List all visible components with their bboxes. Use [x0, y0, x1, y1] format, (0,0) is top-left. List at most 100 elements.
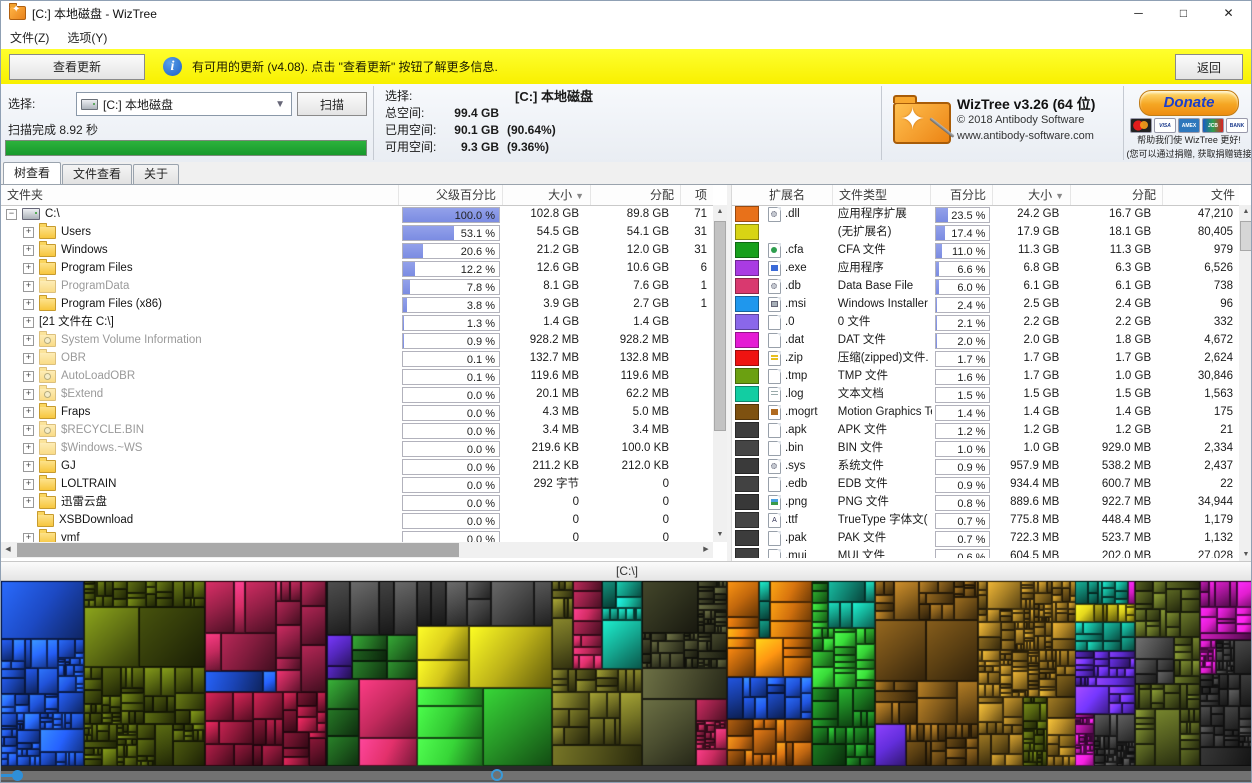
tree-row[interactable]: + $Extend 0.0 % 20.1 MB 62.2 MB [1, 385, 713, 403]
expand-icon[interactable]: + [23, 442, 34, 454]
ext-row[interactable]: .log 文本文档 1.5 % 1.5 GB 1.5 GB 1,563 [732, 385, 1239, 403]
ext-row[interactable]: A .ttf TrueType 字体文(0.7 % 775.8 MB 448.4 MB 1… [732, 511, 1239, 529]
tree-row[interactable]: XSBDownload 0.0 % 0 0 [1, 511, 713, 529]
expand-icon[interactable]: + [23, 496, 34, 508]
expand-icon[interactable]: + [23, 226, 34, 238]
tree-hscrollbar[interactable]: ◀ ▶ [1, 542, 713, 558]
ext-row[interactable]: .pak PAK 文件 0.7 % 722.3 MB 523.7 MB 1,132 [732, 529, 1239, 547]
ext-row[interactable]: .tmp TMP 文件 1.6 % 1.7 GB 1.0 GB 30,846 [732, 367, 1239, 385]
tree-row[interactable]: + [21 文件在 C:\] 1.3 % 1.4 GB 1.4 GB [1, 313, 713, 331]
col-size[interactable]: 大小 ▼ [503, 185, 591, 205]
app-website[interactable]: www.antibody-software.com [957, 130, 1094, 142]
folder-name: XSBDownload [59, 514, 134, 526]
scroll-up-icon[interactable]: ▲ [1239, 205, 1251, 219]
ext-row[interactable]: .dat DAT 文件 2.0 % 2.0 GB 1.8 GB 4,672 [732, 331, 1239, 349]
tree-row[interactable]: + 迅雷云盘 0.0 % 0 0 [1, 493, 713, 511]
ext-vscrollbar[interactable]: ▲ ▼ [1239, 205, 1251, 562]
tree-vscrollbar[interactable]: ▲ ▼ [713, 205, 727, 542]
menu-options[interactable]: 选项(Y) [67, 30, 108, 45]
expand-icon[interactable]: + [23, 298, 34, 310]
ext-row[interactable]: .msi Windows Installer 2.4 % 2.5 GB 2.4 GB 96 [732, 295, 1239, 313]
tab-about[interactable]: 关于 [133, 164, 180, 184]
check-update-button[interactable]: 查看更新 [9, 53, 145, 80]
expand-icon[interactable]: + [23, 406, 34, 418]
ext-row[interactable]: .exe 应用程序 6.6 % 6.8 GB 6.3 GB 6,526 [732, 259, 1239, 277]
ext-row[interactable]: .mogrt Motion Graphics Te 1.4 % 1.4 GB 1.4 G… [732, 403, 1239, 421]
ext-row[interactable]: .db Data Base File 6.0 % 6.1 GB 6.1 GB 738 [732, 277, 1239, 295]
tree-row[interactable]: + GJ 0.0 % 211.2 KB 212.0 KB [1, 457, 713, 475]
col-percent[interactable]: 百分比 [931, 185, 993, 205]
tree-row[interactable]: + Program Files 12.2 % 12.6 GB 10.6 GB 6 [1, 259, 713, 277]
tree-row[interactable]: + vmf 0.0 % 0 0 [1, 529, 713, 542]
scan-button[interactable]: 扫描 [297, 92, 367, 116]
scroll-right-icon[interactable]: ▶ [703, 546, 709, 553]
ext-vscroll-thumb[interactable] [1240, 221, 1251, 251]
col-files[interactable]: 文件 [1210, 188, 1235, 202]
player-scrubber-dot[interactable] [12, 770, 23, 781]
col-filetype[interactable]: 文件类型 [833, 185, 931, 205]
expand-icon[interactable]: + [23, 370, 34, 382]
back-button[interactable]: 返回 [1175, 54, 1243, 80]
ext-row[interactable]: .mui MUI 文件 0.6 % 604.5 MB 202.0 MB 27,028 [732, 547, 1239, 558]
ext-row[interactable]: .edb EDB 文件 0.9 % 934.4 MB 600.7 MB 22 [732, 475, 1239, 493]
menu-file[interactable]: 文件(Z) [10, 30, 50, 45]
ext-row[interactable]: .apk APK 文件 1.2 % 1.2 GB 1.2 GB 21 [732, 421, 1239, 439]
scroll-left-icon[interactable]: ◀ [5, 546, 11, 553]
tree-row[interactable]: + Fraps 0.0 % 4.3 MB 5.0 MB [1, 403, 713, 421]
treemap-canvas[interactable] [1, 581, 1251, 766]
collapse-icon[interactable]: − [6, 208, 17, 220]
expand-icon[interactable]: + [23, 244, 34, 256]
close-button[interactable]: ✕ [1223, 6, 1234, 20]
tree-row[interactable]: + Program Files (x86) 3.8 % 3.9 GB 2.7 GB 1 [1, 295, 713, 313]
ext-row[interactable]: .dll 应用程序扩展 23.5 % 24.2 GB 16.7 GB 47,210 [732, 205, 1239, 223]
tree-row[interactable]: + System Volume Information 0.9 % 928.2 MB 9… [1, 331, 713, 349]
expand-icon[interactable]: + [23, 352, 34, 364]
tree-row[interactable]: + OBR 0.1 % 132.7 MB 132.8 MB [1, 349, 713, 367]
folder-name: Program Files (x86) [61, 298, 162, 310]
ext-row[interactable]: .cfa CFA 文件 11.0 % 11.3 GB 11.3 GB 979 [732, 241, 1239, 259]
ext-row[interactable]: .sys 系统文件 0.9 % 957.9 MB 538.2 MB 2,437 [732, 457, 1239, 475]
tree-row[interactable]: + Users 53.1 % 54.5 GB 54.1 GB 31 [1, 223, 713, 241]
tab-tree-view[interactable]: 树查看 [3, 162, 62, 184]
tree-row[interactable]: + LOLTRAIN 0.0 % 292 字节 0 [1, 475, 713, 493]
maximize-button[interactable]: □ [1179, 6, 1188, 20]
drive-dropdown[interactable]: [C:] 本地磁盘 ▼ [76, 92, 292, 116]
col-parent-percent[interactable]: 父级百分比 [399, 185, 503, 205]
tree-row[interactable]: + ProgramData 7.8 % 8.1 GB 7.6 GB 1 [1, 277, 713, 295]
col-ext-alloc[interactable]: 分配 [1071, 185, 1163, 205]
tree-row[interactable]: + Windows 20.6 % 21.2 GB 12.0 GB 31 [1, 241, 713, 259]
col-items[interactable]: 项 [694, 188, 707, 202]
scroll-down-icon[interactable]: ▼ [713, 528, 727, 542]
tree-row[interactable]: − C:\ 100.0 % 102.8 GB 89.8 GB 71 [1, 205, 713, 223]
ext-row[interactable]: .png PNG 文件 0.8 % 889.6 MB 922.7 MB 34,944 [732, 493, 1239, 511]
donate-panel: Donate VISA AMEX JCB BANK 帮助我们使 WizTree … [1125, 84, 1251, 162]
expand-icon[interactable]: + [23, 424, 34, 436]
tab-file-view[interactable]: 文件查看 [62, 164, 133, 184]
donate-button[interactable]: Donate [1139, 90, 1239, 116]
expand-icon[interactable]: + [23, 280, 34, 292]
ext-row[interactable]: (无扩展名) 17.4 % 17.9 GB 18.1 GB 80,405 [732, 223, 1239, 241]
scroll-up-icon[interactable]: ▲ [713, 205, 727, 219]
expand-icon[interactable]: + [23, 262, 34, 274]
expand-icon[interactable]: + [23, 478, 34, 490]
col-ext-size[interactable]: 大小 ▼ [993, 185, 1071, 205]
expand-icon[interactable]: + [23, 460, 34, 472]
tree-row[interactable]: + $Windows.~WS 0.0 % 219.6 KB 100.0 KB [1, 439, 713, 457]
expand-icon[interactable]: + [23, 388, 34, 400]
ext-row[interactable]: .bin BIN 文件 1.0 % 1.0 GB 929.0 MB 2,334 [732, 439, 1239, 457]
expand-icon[interactable]: + [23, 334, 34, 346]
expand-icon[interactable]: + [23, 316, 34, 328]
tree-hscroll-thumb[interactable] [17, 543, 459, 557]
col-extension[interactable]: 扩展名 [761, 185, 833, 205]
col-alloc[interactable]: 分配 [591, 185, 681, 205]
pane-splitter[interactable] [727, 185, 731, 562]
tree-vscroll-thumb[interactable] [714, 221, 726, 431]
minimize-button[interactable]: ─ [1134, 6, 1143, 20]
ext-row[interactable]: .zip 压缩(zipped)文件. 1.7 % 1.7 GB 1.7 GB 2,624 [732, 349, 1239, 367]
tree-row[interactable]: + AutoLoadOBR 0.1 % 119.6 MB 119.6 MB [1, 367, 713, 385]
col-folder[interactable]: 文件夹 [1, 185, 399, 205]
expand-icon[interactable]: + [23, 532, 34, 542]
tree-row[interactable]: + $RECYCLE.BIN 0.0 % 3.4 MB 3.4 MB [1, 421, 713, 439]
ext-row[interactable]: .0 0 文件 2.1 % 2.2 GB 2.2 GB 332 [732, 313, 1239, 331]
scroll-down-icon[interactable]: ▼ [1239, 548, 1251, 562]
